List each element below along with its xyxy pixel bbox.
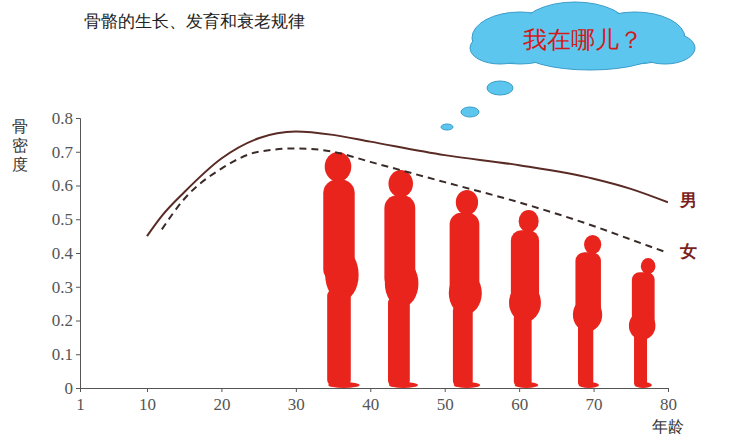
x-tick-mark (296, 388, 297, 392)
silhouette-feet (579, 382, 599, 388)
y-tick-mark (76, 186, 80, 187)
x-tick-mark (519, 388, 520, 392)
y-tick-mark (76, 287, 80, 288)
silhouette (449, 190, 482, 388)
annotation: 我在哪儿？ (523, 26, 643, 54)
x-tick-mark (147, 388, 148, 392)
y-axis-title: 骨密度 (12, 117, 28, 174)
x-tick-label: 30 (288, 395, 305, 414)
y-tick-mark (76, 118, 80, 119)
y-tick-mark (76, 253, 80, 254)
bubble-fill (471, 33, 529, 63)
x-tick-label: 40 (362, 395, 379, 414)
silhouette (384, 170, 418, 388)
silhouette-feet (635, 382, 652, 388)
x-tick: 60 (511, 388, 528, 414)
y-tick-mark (76, 321, 80, 322)
chart: 骨骼的生长、发育和衰老规律我在哪儿？1102030405060708000.10… (0, 0, 744, 438)
y-tick-mark (76, 152, 80, 153)
y-tick-label: 0.3 (52, 278, 73, 297)
bubble-dot (441, 124, 453, 130)
y-axis-line (76, 119, 81, 389)
x-tick: 40 (362, 388, 379, 414)
y-tick: 0.3 (52, 278, 80, 297)
plot: 1102030405060708000.10.20.30.40.50.60.70… (52, 109, 697, 414)
silhouette-head (519, 210, 539, 232)
x-tick-label: 20 (213, 395, 230, 414)
silhouettes (323, 152, 655, 388)
x-tick: 20 (213, 388, 230, 414)
silhouette-legs (327, 290, 351, 386)
x-tick-mark (445, 388, 446, 392)
series-line (162, 148, 668, 253)
silhouette (573, 235, 602, 388)
y-tick: 0.8 (52, 109, 80, 128)
silhouette-feet (515, 382, 539, 388)
y-tick-label: 0.4 (52, 244, 74, 263)
y-tick: 0.2 (52, 311, 80, 330)
y-axis: 0 0.1 0.2 0.3 0.4 0.5 0.6 0.7 0.8 (52, 109, 81, 398)
silhouette-head (325, 152, 352, 182)
x-tick-mark (221, 388, 222, 392)
y-tick-label: 0.1 (52, 345, 73, 364)
y-tick: 0.1 (52, 345, 80, 364)
x-tick: 50 (437, 388, 454, 414)
x-tick: 10 (139, 388, 156, 414)
thought-bubble (441, 2, 695, 130)
x-tick: 1 (76, 388, 85, 414)
silhouette-head (641, 258, 656, 274)
x-tick-label: 70 (586, 395, 603, 414)
y-tick: 0 (65, 379, 81, 398)
silhouette-legs (578, 324, 593, 386)
y-tick: 0.4 (52, 244, 80, 263)
bubble-dot (487, 81, 513, 95)
bubble-fill (636, 33, 694, 63)
x-tick-mark (594, 388, 595, 392)
y-tick-label: 0.5 (52, 210, 73, 229)
y-tick-label: 0.6 (52, 176, 73, 195)
silhouette-head (456, 190, 478, 215)
silhouette-feet (389, 382, 418, 388)
x-tick-mark (668, 388, 669, 392)
x-tick-label: 1 (76, 395, 85, 414)
silhouette-head (388, 170, 413, 197)
y-tick-label: 0 (65, 379, 74, 398)
y-tick-label: 0.8 (52, 109, 73, 128)
title: 骨骼的生长、发育和衰老规律 (84, 11, 305, 31)
silhouette (509, 210, 541, 388)
y-tick-label: 0.2 (52, 311, 73, 330)
series-label: 女 (679, 241, 697, 261)
x-axis-title: 年龄 (652, 417, 684, 436)
x-tick: 70 (586, 388, 603, 414)
silhouette-legs (453, 306, 473, 387)
silhouette-feet (328, 382, 359, 388)
y-tick-label: 0.7 (52, 143, 74, 162)
y-tick: 0.5 (52, 210, 80, 229)
x-axis: 1 10 20 30 40 50 60 70 80 (76, 388, 677, 414)
bubble-dot (461, 107, 479, 117)
series-label: 男 (679, 190, 697, 210)
x-tick-label: 60 (511, 395, 528, 414)
x-tick-label: 50 (437, 395, 454, 414)
y-tick-mark (76, 388, 80, 389)
silhouette (323, 152, 359, 388)
x-axis-line (81, 389, 669, 393)
silhouette-legs (634, 334, 647, 386)
lines (147, 132, 668, 254)
y-tick-mark (76, 354, 80, 355)
y-tick: 0.6 (52, 176, 80, 195)
x-tick-label: 80 (660, 395, 677, 414)
x-tick-label: 10 (139, 395, 156, 414)
x-tick-mark (370, 388, 371, 392)
silhouette-legs (388, 297, 410, 386)
silhouette (629, 258, 656, 388)
y-tick-mark (76, 219, 80, 220)
x-tick: 30 (288, 388, 305, 414)
series-line (147, 132, 668, 237)
y-tick: 0.7 (52, 143, 80, 162)
x-tick: 80 (660, 388, 677, 414)
silhouette-legs (514, 314, 532, 386)
silhouette-feet (454, 382, 480, 388)
silhouette-head (584, 235, 601, 254)
